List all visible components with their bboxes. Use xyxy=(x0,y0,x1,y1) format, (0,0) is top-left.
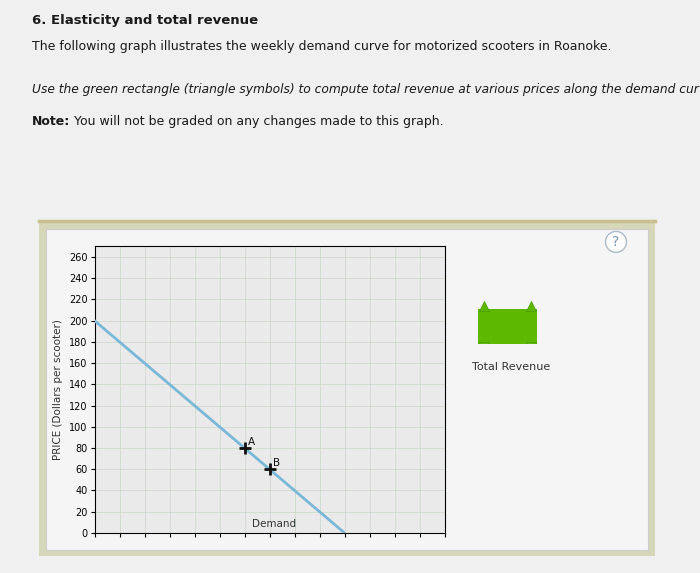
Text: You will not be graded on any changes made to this graph.: You will not be graded on any changes ma… xyxy=(70,115,444,128)
Text: Use the green rectangle (triangle symbols) to compute total revenue at various p: Use the green rectangle (triangle symbol… xyxy=(32,83,700,96)
Text: A: A xyxy=(248,437,255,447)
Y-axis label: PRICE (Dollars per scooter): PRICE (Dollars per scooter) xyxy=(53,319,64,460)
Text: 6. Elasticity and total revenue: 6. Elasticity and total revenue xyxy=(32,14,258,28)
Text: Note:: Note: xyxy=(32,115,70,128)
Text: Total Revenue: Total Revenue xyxy=(472,362,550,372)
Text: Demand: Demand xyxy=(252,519,296,529)
FancyBboxPatch shape xyxy=(478,309,537,344)
Text: The following graph illustrates the weekly demand curve for motorized scooters i: The following graph illustrates the week… xyxy=(32,40,611,53)
Text: ?: ? xyxy=(612,235,620,249)
Text: B: B xyxy=(272,458,279,468)
